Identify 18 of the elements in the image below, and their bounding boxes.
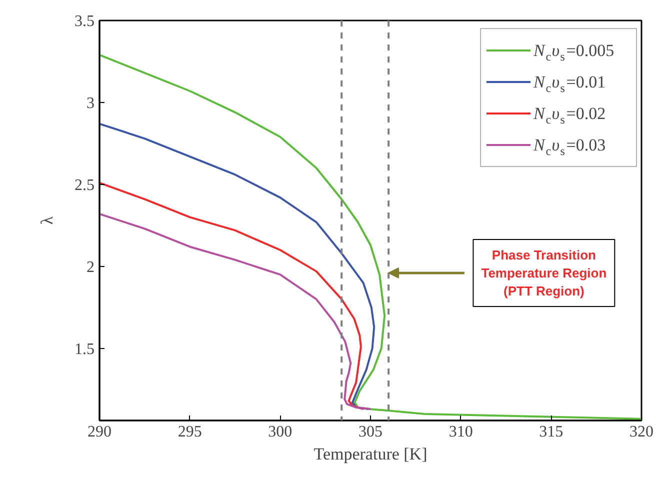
line-series xyxy=(100,212,372,410)
x-tick-label: 310 xyxy=(448,424,473,440)
x-tick-label: 295 xyxy=(178,424,202,440)
y-tick-label: 2.5 xyxy=(74,176,94,194)
y-tick-label: 1.5 xyxy=(74,340,94,358)
y-tick-label: 3.5 xyxy=(74,13,94,30)
x-tick-label: 290 xyxy=(88,424,112,440)
x-tick-label: 300 xyxy=(268,424,292,440)
line-series xyxy=(100,182,364,410)
x-axis-title: Temperature [K] xyxy=(314,444,428,464)
x-tick-label: 320 xyxy=(630,424,654,440)
x-tick-label: 315 xyxy=(539,424,564,440)
y-axis-title: λ xyxy=(38,216,56,225)
y-tick-label: 3 xyxy=(86,94,94,112)
line-series xyxy=(100,122,376,410)
y-tick-label: 2 xyxy=(86,258,94,276)
x-tick-label: 305 xyxy=(358,424,382,440)
annotation: Phase Transition Temperature Region (PTT Region) xyxy=(481,247,607,298)
